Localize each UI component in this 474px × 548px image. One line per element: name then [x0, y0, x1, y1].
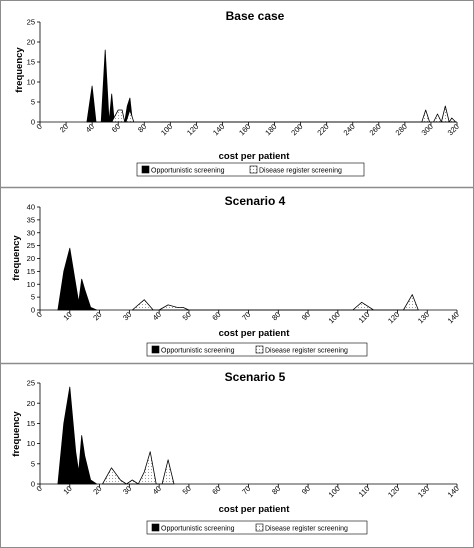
x-axis-label: cost per patient	[219, 504, 291, 515]
y-tick-label: 0	[31, 480, 35, 489]
y-tick-label: 10	[27, 439, 35, 448]
y-tick-labels: 0 5 10 15 20 25	[27, 18, 40, 127]
y-axis-label: frequency	[14, 47, 25, 93]
y-tick-label: 5	[31, 98, 35, 107]
chart-title: Scenario 4	[225, 194, 286, 208]
x-tick-label: 0	[35, 310, 44, 319]
legend-swatch-disease-register	[249, 165, 258, 174]
y-tick-label: 40	[27, 203, 35, 212]
series-area-disease-register	[102, 451, 175, 485]
y-tick-label: 20	[27, 254, 35, 263]
legend-label-disease-register: Disease register screening	[265, 348, 348, 355]
series-area-opportunistic	[57, 386, 97, 485]
legend-label-disease-register: Disease register screening	[259, 168, 342, 175]
axes	[39, 207, 457, 311]
series-area-opportunistic	[57, 247, 97, 311]
y-tick-labels: 0 5 10 15 20 25	[27, 379, 40, 489]
x-axis-label: cost per patient	[219, 328, 291, 339]
y-tick-label: 35	[27, 215, 35, 224]
y-tick-label: 15	[27, 419, 35, 428]
y-tick-labels: 0 5 10 15 20 25 30 35 40	[27, 203, 40, 315]
legend-label-opportunistic: Opportunistic screening	[161, 348, 235, 355]
x-tick-label: 0	[35, 122, 44, 131]
chart-title: Scenario 5	[225, 370, 286, 384]
y-tick-label: 0	[31, 306, 35, 315]
y-tick-label: 25	[27, 241, 35, 250]
y-tick-label: 30	[27, 228, 35, 237]
y-tick-label: 25	[27, 379, 35, 388]
x-axis-label: cost per patient	[219, 151, 291, 162]
chart-panel-base-case: Base case frequency cost per patient 0 5 1…	[14, 9, 461, 177]
y-tick-label: 25	[27, 18, 35, 27]
x-tick-labels: 0 20 40 60 80 100 120 140 160 180 200 220 240 260 280 3…	[35, 122, 461, 137]
y-axis-label: frequency	[11, 235, 22, 281]
legend-swatch-opportunistic	[151, 523, 160, 532]
y-tick-label: 10	[27, 280, 35, 289]
legend-swatch-disease-register	[255, 523, 264, 532]
legend-swatch-opportunistic	[141, 165, 150, 174]
y-tick-label: 10	[27, 78, 35, 87]
y-tick-label: 15	[27, 58, 35, 67]
y-tick-label: 20	[27, 399, 35, 408]
legend: Opportunistic screening Disease register…	[136, 162, 365, 177]
legend-swatch-opportunistic	[151, 345, 160, 354]
legend-swatch-disease-register	[255, 345, 264, 354]
axes	[39, 22, 457, 123]
y-tick-label: 20	[27, 38, 35, 47]
y-tick-label: 15	[27, 267, 35, 276]
y-axis-label: frequency	[11, 411, 22, 457]
legend: Opportunistic screening Disease register…	[146, 520, 368, 535]
legend: Opportunistic screening Disease register…	[146, 342, 368, 357]
chart-title: Base case	[226, 9, 285, 23]
y-tick-label: 0	[31, 118, 35, 127]
legend-label-opportunistic: Opportunistic screening	[151, 168, 225, 175]
legend-label-disease-register: Disease register screening	[265, 526, 348, 533]
y-tick-label: 5	[31, 293, 35, 302]
legend-label-opportunistic: Opportunistic screening	[161, 526, 235, 533]
axes	[39, 383, 457, 485]
series-areas	[57, 386, 175, 485]
y-tick-label: 5	[31, 459, 35, 468]
series-area-disease-register	[111, 105, 457, 123]
x-tick-label: 0	[35, 484, 44, 493]
